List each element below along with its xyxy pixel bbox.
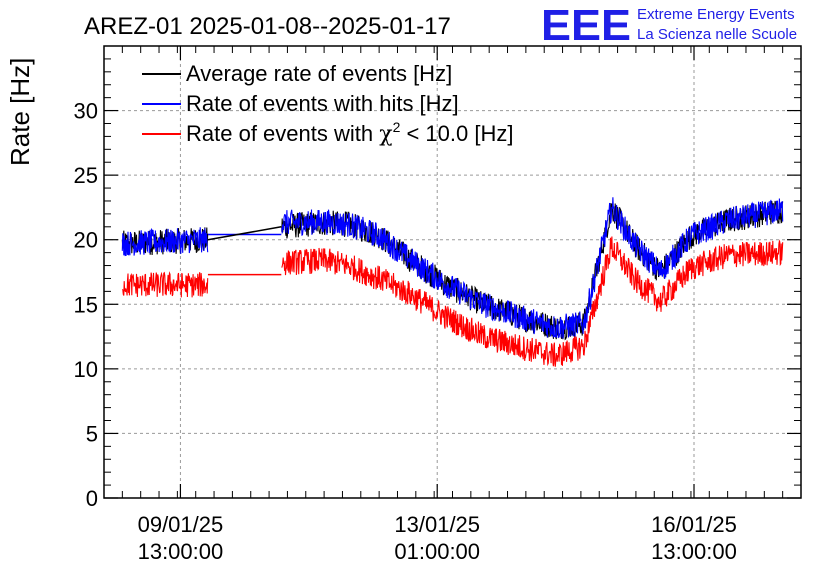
x-tick-label-time: 01:00:00	[394, 539, 480, 564]
eee-logo: EEE Extreme Energy Events La Scienza nel…	[541, 1, 797, 50]
y-tick-label: 25	[74, 163, 98, 188]
series-hits	[121, 197, 784, 339]
x-tick-label-time: 13:00:00	[138, 539, 224, 564]
x-tick-label-time: 13:00:00	[651, 539, 737, 564]
eee-logo-line1: Extreme Energy Events	[637, 6, 795, 23]
legend-label-chi2-chi: χ	[379, 122, 392, 147]
y-tick-label: 10	[74, 357, 98, 382]
y-axis-label: Rate [Hz]	[5, 58, 35, 166]
eee-logo-mark: EEE	[541, 1, 631, 50]
legend-label-hits: Rate of events with hits [Hz]	[186, 91, 459, 116]
legend-item-hits: Rate of events with hits [Hz]	[142, 91, 459, 116]
legend: Average rate of events [Hz] Rate of even…	[142, 61, 513, 147]
y-tick-label: 15	[74, 292, 98, 317]
y-tick-label: 0	[86, 486, 98, 511]
chart-title: AREZ-01 2025-01-08--2025-01-17	[84, 13, 451, 40]
eee-logo-line2: La Scienza nelle Scuole	[637, 26, 797, 43]
x-tick-label-date: 09/01/25	[138, 512, 224, 537]
series-layer	[121, 197, 784, 367]
legend-label-chi2-sup: 2	[393, 119, 401, 135]
axis-layer: 05101520253009/01/2513:00:0013/01/2501:0…	[74, 46, 802, 564]
x-tick-label-date: 16/01/25	[651, 512, 737, 537]
legend-label-chi2-pre: Rate of events with	[186, 121, 379, 146]
y-tick-label: 20	[74, 228, 98, 253]
legend-label-chi2-post: < 10.0 [Hz]	[400, 121, 513, 146]
series-average-gap-connector	[207, 226, 282, 241]
series-chi2	[121, 236, 784, 367]
grid-layer	[104, 46, 801, 498]
x-tick-label-date: 13/01/25	[394, 512, 480, 537]
y-tick-label: 5	[86, 421, 98, 446]
legend-item-chi2: Rate of events with χ2 < 10.0 [Hz]	[142, 119, 513, 147]
legend-label-chi2: Rate of events with χ2 < 10.0 [Hz]	[186, 119, 513, 147]
y-tick-label: 30	[74, 99, 98, 124]
legend-item-average: Average rate of events [Hz]	[142, 61, 452, 86]
legend-label-average: Average rate of events [Hz]	[186, 61, 452, 86]
